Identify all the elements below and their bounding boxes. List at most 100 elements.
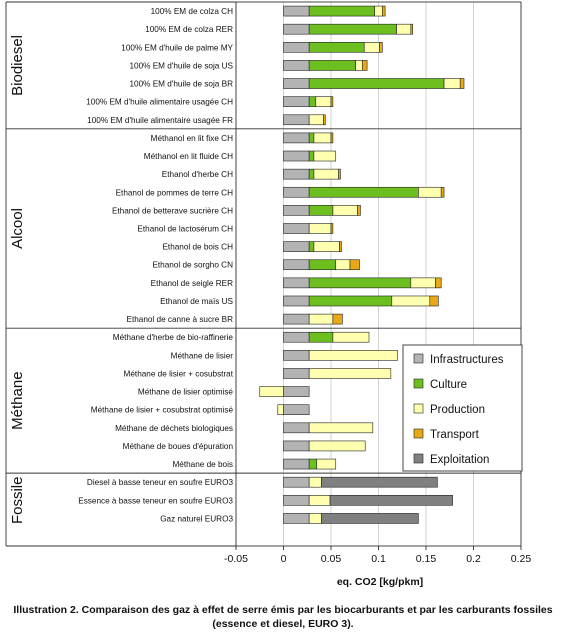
bar-segment-culture	[308, 78, 445, 89]
category-label: 100% EM d'huile alimentaire usagée FR	[87, 116, 233, 125]
bar-segment-culture	[308, 458, 318, 470]
bar-segment-infrastructures	[283, 331, 310, 343]
bar-segment-infrastructures	[283, 5, 310, 17]
legend-swatch	[413, 403, 424, 414]
bar-segment-transport	[381, 5, 386, 17]
bar-segment-infrastructures	[283, 241, 310, 252]
category-label: 100% EM d'huile de palme MY	[121, 43, 233, 52]
legend-swatch	[413, 453, 424, 464]
bar-segment-infrastructures	[283, 386, 310, 397]
category-label: 100% EM d'huile de soja US	[129, 61, 233, 70]
x-tick-label: 0.25	[511, 553, 532, 565]
bar-segment-production	[335, 259, 351, 271]
bar-segment-production	[313, 132, 332, 144]
x-tick-label: 0.15	[416, 553, 437, 565]
chart: 100% EM de colza CH 100% EM de colza RER 1…	[5, 1, 532, 588]
bar-segment-production	[355, 60, 363, 71]
bar-segment-production	[308, 368, 392, 379]
bar-segment-production	[308, 114, 324, 126]
category-label: Méthane de bois	[172, 460, 233, 469]
bar-segment-transport	[339, 241, 342, 252]
bar-segment-culture	[308, 60, 356, 71]
category-label: Méthane de lisier	[171, 351, 234, 360]
legend-label: Culture	[430, 379, 467, 391]
category-labels: 100% EM de colza CH 100% EM de colza RER 1…	[78, 7, 233, 523]
category-label: 100% EM de colza RER	[145, 25, 233, 34]
category-label: Ethanol de maïs US	[160, 297, 233, 306]
bar-segment-transport	[440, 186, 445, 198]
category-label: 100% EM d'huile alimentaire usagée CH	[86, 98, 233, 107]
bar-segment-culture	[308, 96, 317, 107]
bar-segment-production	[418, 186, 442, 198]
category-label: 100% EM de colza CH	[151, 7, 233, 16]
group-label: Méthane	[9, 371, 26, 429]
bar-segment-transport	[379, 41, 383, 53]
legend: Infrastructures Culture Production Transpor…	[402, 344, 523, 472]
bar-segment-transport	[362, 60, 368, 71]
group-label: Biodiesel	[9, 35, 26, 96]
bar-segment-infrastructures	[283, 96, 310, 107]
category-label: Méthanol en lit fixe CH	[151, 134, 233, 143]
bar-segment-culture	[308, 168, 315, 180]
bar-segment-infrastructures	[283, 476, 310, 488]
bar-segment-infrastructures	[283, 60, 310, 71]
bar-segment-infrastructures	[283, 368, 310, 379]
bar-segment-infrastructures	[283, 186, 310, 198]
legend-label: Production	[430, 404, 485, 416]
bar-segment-production	[313, 168, 339, 180]
figure-caption-line-1: Illustration 2. Comparaison des gaz à ef…	[13, 604, 553, 616]
bar-segment-production	[308, 313, 334, 325]
bar-segment-infrastructures	[283, 404, 310, 416]
category-label: Ethanol de betterave sucrière CH	[112, 206, 233, 215]
bar-segment-infrastructures	[283, 350, 310, 361]
bar-segment-transport	[330, 223, 334, 234]
bar-segment-transport	[330, 132, 334, 144]
category-label: Méthanol en lit fluide CH	[144, 152, 233, 161]
bar-segment-production	[391, 295, 431, 307]
bar-segment-culture	[308, 5, 375, 17]
bar-segment-culture	[308, 41, 365, 53]
category-label: Ethanol de sorgho CN	[152, 261, 233, 270]
bar-segment-transport	[323, 114, 326, 126]
category-label: Ethanol de bois CH	[162, 243, 233, 252]
group-label: Alcool	[9, 208, 26, 249]
bar-segment-infrastructures	[283, 23, 310, 35]
category-label: Méthane de déchets biologiques	[115, 424, 233, 433]
bar-segment-culture	[308, 132, 315, 144]
bar-segment-transport	[349, 259, 360, 271]
bar-segment-exploitation	[329, 494, 453, 506]
bar-segment-production	[315, 96, 332, 107]
legend-label: Transport	[430, 429, 480, 441]
bar-segment-transport	[357, 205, 361, 216]
category-label: Méthane de lisier + cosubstrat optimisé	[91, 406, 234, 415]
legend-label: Exploitation	[430, 454, 489, 466]
bar-segment-culture	[308, 241, 315, 252]
bar-segment-culture	[308, 259, 337, 271]
x-axis-title: eq. CO2 [kg/pkm]	[337, 576, 423, 588]
category-label: Ethanol de lactosérum CH	[137, 225, 233, 234]
x-tick-label: 0.05	[321, 553, 342, 565]
bar-segment-transport	[332, 313, 343, 325]
bar-segment-transport	[435, 277, 442, 289]
bar-segment-infrastructures	[283, 259, 310, 271]
bar-segment-culture	[308, 277, 412, 289]
category-label: Méthane de lisier optimisé	[138, 388, 234, 397]
bar-segment-production	[308, 422, 374, 434]
bar-segment-production	[332, 205, 358, 216]
bar-segment-infrastructures	[283, 494, 310, 506]
bar-segment-infrastructures	[283, 513, 310, 524]
bar-segment-infrastructures	[283, 422, 310, 434]
bar-segment-culture	[308, 23, 397, 35]
x-tick-label: 0	[281, 553, 287, 565]
bar-segment-exploitation	[321, 513, 419, 524]
bar-segment-exploitation	[321, 476, 438, 488]
bar-segment-production	[374, 5, 383, 17]
bar-segment-production	[316, 458, 337, 470]
bar-segment-production	[443, 78, 461, 89]
bar-segment-transport	[410, 23, 413, 35]
bar-segment-infrastructures	[283, 295, 310, 307]
bar-segment-production	[313, 241, 340, 252]
category-label: Méthane de boues d'épuration	[123, 442, 234, 451]
legend-swatch	[413, 428, 424, 439]
category-label: Ethanol d'herbe CH	[162, 170, 233, 179]
